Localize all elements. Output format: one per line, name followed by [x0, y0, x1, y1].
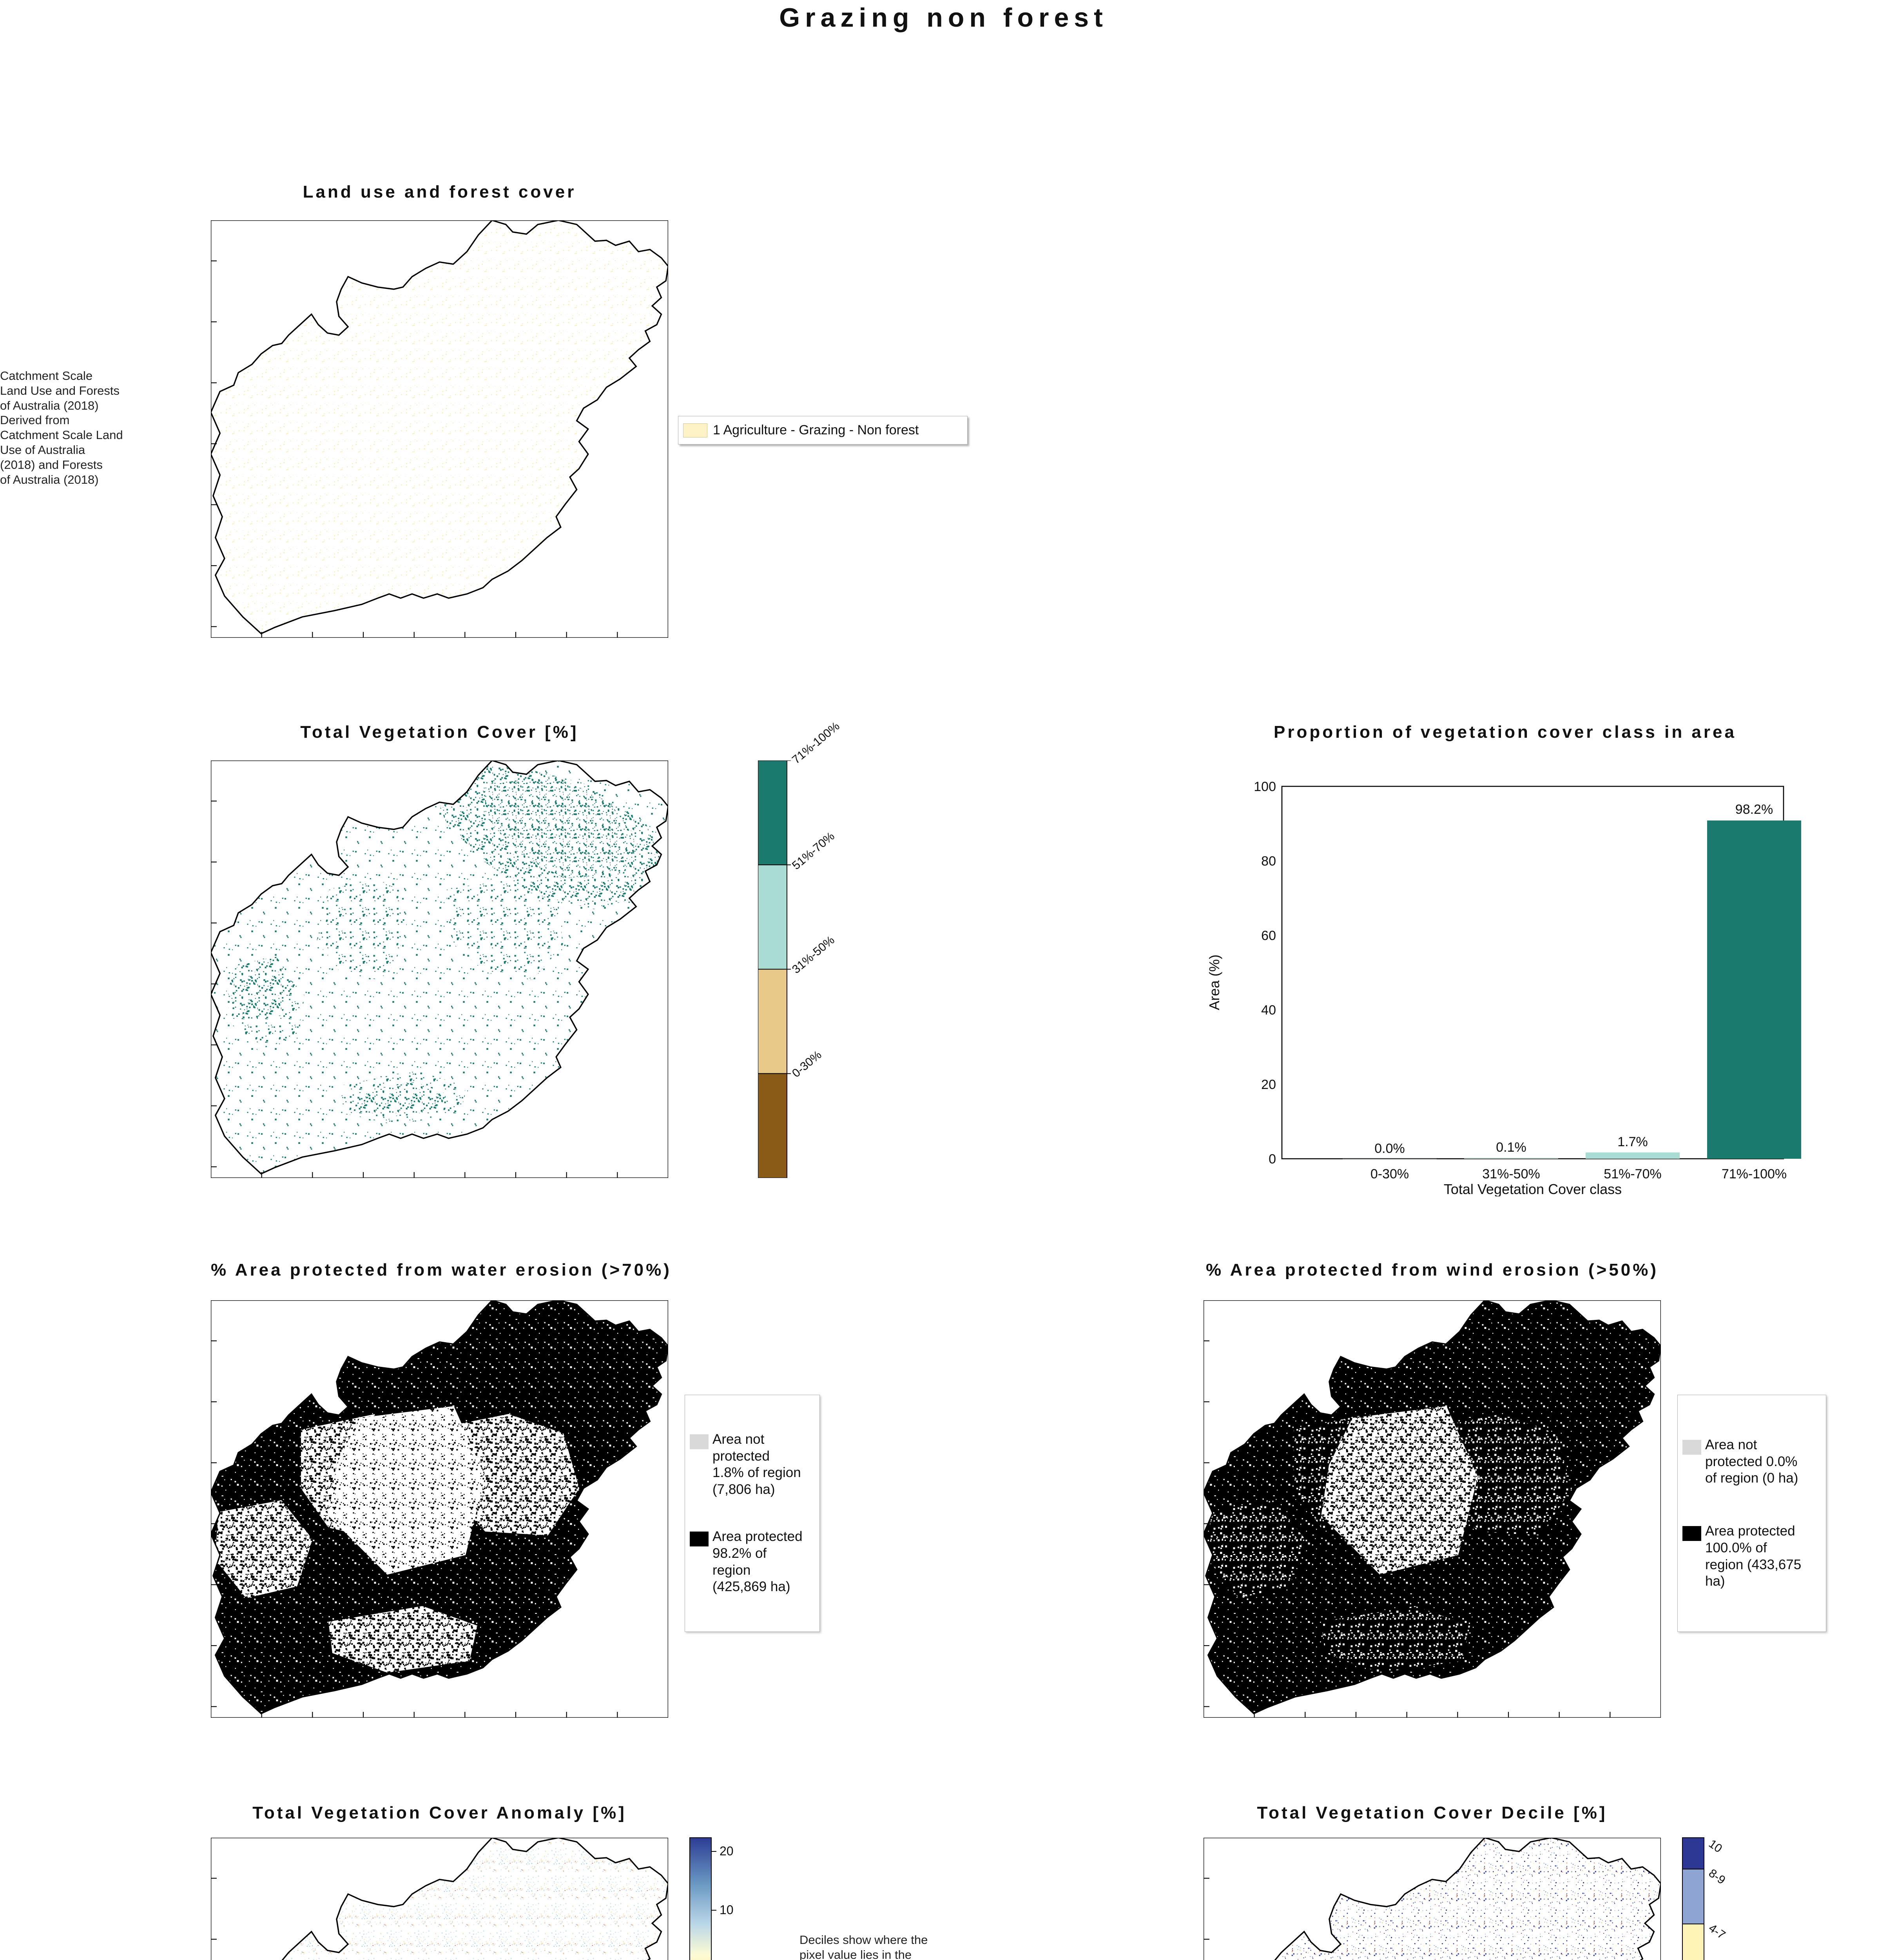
- svg-text:0.1%: 0.1%: [1496, 1140, 1526, 1155]
- svg-text:Total Vegetation Cover class: Total Vegetation Cover class: [1444, 1181, 1622, 1196]
- svg-text:51%-70%: 51%-70%: [1604, 1167, 1661, 1181]
- svg-text:80: 80: [1261, 854, 1276, 869]
- svg-text:4-7: 4-7: [1706, 1922, 1727, 1942]
- svg-text:71%-100%: 71%-100%: [1722, 1167, 1787, 1181]
- svg-text:10: 10: [1706, 1837, 1724, 1855]
- svg-text:20: 20: [720, 1844, 734, 1858]
- svg-text:0-30%: 0-30%: [1370, 1167, 1409, 1181]
- svg-text:0.0%: 0.0%: [1374, 1141, 1405, 1156]
- svg-text:20: 20: [1261, 1077, 1276, 1092]
- svg-text:1.7%: 1.7%: [1617, 1134, 1648, 1149]
- svg-text:Area (%): Area (%): [1206, 955, 1222, 1010]
- svg-text:60: 60: [1261, 928, 1276, 943]
- svg-text:100: 100: [1254, 779, 1276, 794]
- svg-text:8-9: 8-9: [1706, 1867, 1727, 1887]
- svg-text:40: 40: [1261, 1003, 1276, 1018]
- svg-text:31%-50%: 31%-50%: [1482, 1167, 1540, 1181]
- svg-text:0: 0: [1269, 1152, 1276, 1167]
- svg-text:98.2%: 98.2%: [1735, 802, 1773, 817]
- svg-text:10: 10: [720, 1903, 734, 1917]
